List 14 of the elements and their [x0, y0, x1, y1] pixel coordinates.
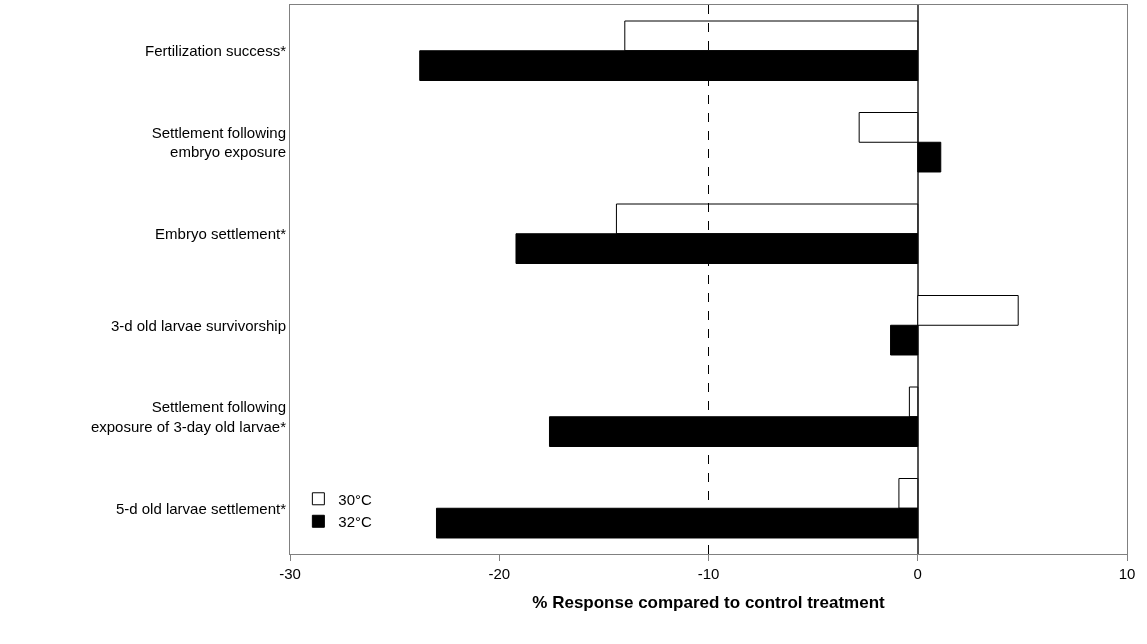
y-tick-label: Settlement following embryo exposure	[151, 123, 286, 161]
legend-label: 32°C	[338, 513, 373, 531]
x-tick-label: -20	[488, 565, 511, 582]
y-tick-label: Settlement following exposure of 3-day old larvae*	[90, 398, 287, 435]
y-tick-label: Embryo settlement*	[155, 225, 287, 242]
y-tick-label: 5-d old larvae settlement*	[115, 499, 287, 517]
x-axis-title: % Response compared to control treatment	[532, 593, 886, 613]
y-tick-label: 3-d old larvae survivorship	[110, 316, 286, 334]
legend-label: 30°C	[338, 490, 373, 508]
y-tick-label: Fertilization success*	[145, 42, 287, 59]
x-tick-label: 0	[913, 565, 922, 582]
x-tick-label: -30	[279, 565, 301, 582]
x-tick-label: 10	[1118, 565, 1136, 582]
x-tick-label: -10	[697, 565, 720, 582]
